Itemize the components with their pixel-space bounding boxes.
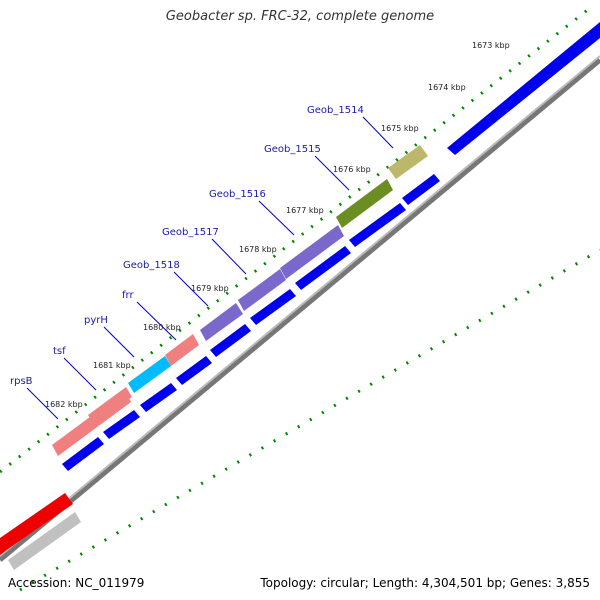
- tick-1682: 1682 kbp: [45, 400, 83, 409]
- genome-backbone: [0, 58, 600, 562]
- tick-1680: 1680 kbp: [143, 323, 181, 332]
- cds-geob1518: [210, 324, 251, 357]
- tick-1681: 1681 kbp: [93, 361, 131, 370]
- tick-1673: 1673 kbp: [472, 41, 510, 50]
- label-geob1516: Geob_1516: [209, 189, 266, 200]
- leader-rpsB: [26, 387, 59, 420]
- gene-frr: [165, 334, 199, 366]
- cds-tsf: [103, 410, 140, 439]
- gene-geob1516: [280, 225, 344, 279]
- label-tsf: tsf: [53, 346, 66, 357]
- gene-geob1517: [238, 269, 286, 311]
- tick-1677: 1677 kbp: [286, 206, 324, 215]
- label-rpsB: rpsB: [10, 376, 33, 387]
- label-pyrH: pyrH: [84, 315, 108, 326]
- cds-geob1516: [295, 246, 351, 290]
- tick-1676: 1676 kbp: [333, 165, 371, 174]
- gene-tsf: [88, 387, 132, 425]
- leader-geob1516: [258, 200, 295, 236]
- cds-geob1517: [250, 289, 296, 325]
- cds-1673: [447, 22, 600, 155]
- gene-features-track: [52, 145, 428, 456]
- gene-pyrH: [128, 356, 171, 393]
- accession-label: Accession: NC_011979: [8, 576, 145, 590]
- leader-geob1515: [314, 155, 350, 191]
- gene-grey: [8, 512, 81, 570]
- label-geob1514: Geob_1514: [307, 105, 364, 116]
- tick-1674: 1674 kbp: [428, 83, 466, 92]
- label-frr: frr: [122, 290, 134, 301]
- gc-skew-track-lower: [19, 248, 600, 592]
- label-geob1515: Geob_1515: [264, 144, 321, 155]
- gene-geob1514: [388, 145, 428, 179]
- gene-geob1515: [336, 179, 393, 228]
- leader-geob1517: [211, 238, 247, 275]
- cds-frr: [176, 356, 212, 385]
- gc-skew-track-upper: [0, 6, 591, 474]
- label-geob1518: Geob_1518: [123, 260, 180, 271]
- cds-pyrH: [140, 383, 177, 412]
- leader-pyrH: [103, 326, 135, 358]
- leader-geob1514: [362, 116, 394, 149]
- genome-backbone-highlight: [0, 55, 600, 557]
- gene-geob1518: [200, 303, 243, 341]
- cds-geob1514: [402, 174, 440, 205]
- gene-red: [0, 493, 73, 555]
- tick-1675: 1675 kbp: [381, 124, 419, 133]
- map-title: Geobacter sp. FRC-32, complete genome: [165, 9, 435, 24]
- gene-labels: rpsB tsf pyrH frr Geob_1518 Geob_1517 Ge…: [10, 105, 394, 420]
- genome-summary: Topology: circular; Length: 4,304,501 bp…: [260, 576, 590, 590]
- tick-1678: 1678 kbp: [239, 245, 277, 254]
- kbp-labels: 1673 kbp 1674 kbp 1675 kbp 1676 kbp 1677…: [45, 41, 510, 409]
- leader-geob1518: [173, 271, 209, 307]
- tick-1679: 1679 kbp: [191, 284, 229, 293]
- cds-geob1515: [349, 203, 406, 247]
- cds-forward-track: [62, 22, 600, 471]
- cds-rpsB: [62, 437, 104, 471]
- leader-frr: [136, 301, 177, 341]
- label-geob1517: Geob_1517: [162, 227, 219, 238]
- leader-tsf: [63, 357, 97, 391]
